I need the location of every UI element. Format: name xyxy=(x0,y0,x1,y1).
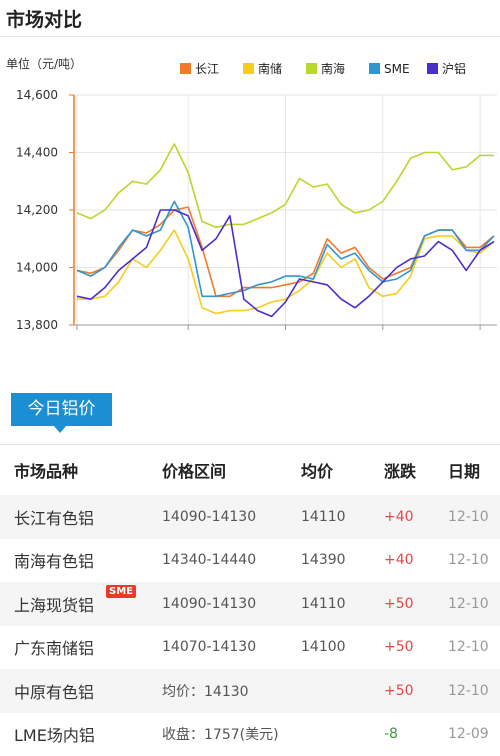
price-change: -8 xyxy=(384,713,398,756)
market-name: LME场内铝 xyxy=(14,713,95,756)
price-table: 市场品种 价格区间 均价 涨跌 日期 长江有色铝 14090-14130 141… xyxy=(0,444,500,756)
average-price: 14110 xyxy=(301,495,346,539)
y-axis-label: 单位（元/吨） xyxy=(6,56,82,71)
price-range: 14090-14130 xyxy=(162,582,256,626)
price-date: 12-10 xyxy=(448,539,489,583)
page-header: 市场对比 xyxy=(0,0,500,37)
table-row[interactable]: 南海有色铝 14340-14440 14390 +40 12-10 xyxy=(0,539,500,583)
legend-swatch xyxy=(369,63,380,74)
legend-swatch xyxy=(243,63,254,74)
price-change: +50 xyxy=(384,669,414,713)
price-change: +40 xyxy=(384,495,414,539)
legend-swatch xyxy=(306,63,317,74)
price-comparison-chart: 单位（元/吨）13,80014,00014,20014,40014,60010/… xyxy=(0,38,500,338)
price-date: 12-10 xyxy=(448,495,489,539)
market-name: 长江有色铝 xyxy=(14,495,94,539)
table-row[interactable]: 中原有色铝 均价：14130 +50 12-10 xyxy=(0,669,500,713)
header-change: 涨跌 xyxy=(384,445,416,495)
price-range: 14090-14130 xyxy=(162,495,256,539)
price-change: +40 xyxy=(384,539,414,583)
market-name: 广东南储铝 xyxy=(14,626,94,670)
price-date: 12-10 xyxy=(448,626,489,670)
header-date: 日期 xyxy=(448,445,480,495)
legend-label: 南储 xyxy=(258,61,282,76)
y-tick-label: 14,600 xyxy=(16,88,58,102)
page-title: 市场对比 xyxy=(6,5,82,32)
y-tick-label: 14,000 xyxy=(16,261,58,275)
price-date: 12-10 xyxy=(448,582,489,626)
tab-pointer xyxy=(54,426,66,433)
legend-label: 南海 xyxy=(321,61,345,76)
price-change: +50 xyxy=(384,582,414,626)
today-price-tab[interactable]: 今日铝价 xyxy=(11,393,112,426)
legend-swatch xyxy=(427,63,438,74)
y-tick-label: 14,400 xyxy=(16,146,58,160)
average-price: 14110 xyxy=(301,582,346,626)
price-range: 14070-14130 xyxy=(162,626,256,670)
price-range: 14340-14440 xyxy=(162,539,256,583)
average-price: 14390 xyxy=(301,539,346,583)
header-price-range: 价格区间 xyxy=(162,445,226,495)
legend-swatch xyxy=(180,63,191,74)
legend-label: 沪铝 xyxy=(442,61,466,76)
market-name: 中原有色铝 xyxy=(14,669,94,713)
price-range: 均价：14130 xyxy=(162,669,249,713)
price-range: 收盘：1757(美元) xyxy=(162,713,279,756)
market-name: 上海现货铝 xyxy=(14,582,94,626)
header-market: 市场品种 xyxy=(14,445,78,495)
sme-badge: SME xyxy=(106,585,136,598)
table-row[interactable]: 广东南储铝 14070-14130 14100 +50 12-10 xyxy=(0,626,500,670)
y-tick-label: 14,200 xyxy=(16,203,58,217)
price-change: +50 xyxy=(384,626,414,670)
market-name: 南海有色铝 xyxy=(14,539,94,583)
legend-label: SME xyxy=(384,62,410,76)
average-price: 14100 xyxy=(301,626,346,670)
table-header-row: 市场品种 价格区间 均价 涨跌 日期 xyxy=(0,445,500,495)
price-date: 12-09 xyxy=(448,713,489,756)
header-average: 均价 xyxy=(301,445,333,495)
table-row[interactable]: 上海现货铝 SME 14090-14130 14110 +50 12-10 xyxy=(0,582,500,626)
price-date: 12-10 xyxy=(448,669,489,713)
y-tick-label: 13,800 xyxy=(16,318,58,332)
legend-label: 长江 xyxy=(195,62,219,76)
table-row[interactable]: LME场内铝 收盘：1757(美元) -8 12-09 xyxy=(0,713,500,756)
table-row[interactable]: 长江有色铝 14090-14130 14110 +40 12-10 xyxy=(0,495,500,539)
